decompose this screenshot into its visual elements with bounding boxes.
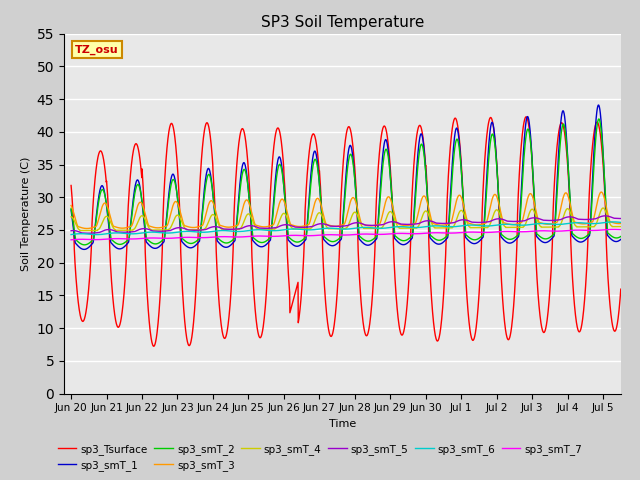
sp3_smT_3 xyxy=(100,201,108,207)
sp3_smT_6 xyxy=(93,232,100,238)
sp3_smT_7 xyxy=(412,231,419,237)
sp3_smT_3 xyxy=(83,226,91,231)
sp3_smT_2 xyxy=(100,188,108,194)
Line: sp3_Tsurface: sp3_Tsurface xyxy=(71,117,621,346)
sp3_smT_2 xyxy=(67,205,75,211)
sp3_smT_5 xyxy=(428,218,436,224)
sp3_smT_2 xyxy=(595,116,603,122)
sp3_smT_4 xyxy=(100,217,108,223)
sp3_smT_2 xyxy=(349,162,357,168)
sp3_smT_7 xyxy=(428,230,436,236)
sp3_Tsurface xyxy=(412,143,419,148)
sp3_smT_2 xyxy=(81,242,88,248)
sp3_smT_5 xyxy=(598,214,605,219)
sp3_smT_6 xyxy=(100,231,108,237)
Y-axis label: Soil Temperature (C): Soil Temperature (C) xyxy=(21,156,31,271)
sp3_smT_5 xyxy=(602,213,609,219)
sp3_smT_3 xyxy=(67,203,75,208)
sp3_smT_5 xyxy=(100,228,108,233)
sp3_smT_7 xyxy=(610,227,618,232)
X-axis label: Time: Time xyxy=(329,419,356,429)
sp3_smT_3 xyxy=(412,220,419,226)
sp3_smT_7 xyxy=(67,237,75,243)
Line: sp3_smT_3: sp3_smT_3 xyxy=(71,192,621,228)
sp3_smT_3 xyxy=(598,189,605,195)
sp3_smT_2 xyxy=(428,234,436,240)
Line: sp3_smT_6: sp3_smT_6 xyxy=(71,222,621,235)
sp3_smT_4 xyxy=(617,224,625,229)
sp3_smT_2 xyxy=(617,234,625,240)
Text: TZ_osu: TZ_osu xyxy=(75,44,119,55)
Line: sp3_smT_7: sp3_smT_7 xyxy=(71,229,621,240)
sp3_smT_5 xyxy=(617,216,625,221)
sp3_smT_6 xyxy=(412,225,419,230)
sp3_smT_4 xyxy=(349,211,357,216)
sp3_smT_6 xyxy=(598,220,605,226)
sp3_smT_5 xyxy=(412,221,419,227)
sp3_smT_5 xyxy=(532,215,540,221)
Line: sp3_smT_5: sp3_smT_5 xyxy=(71,216,621,233)
sp3_smT_7 xyxy=(100,237,108,242)
sp3_smT_1 xyxy=(532,233,540,239)
Line: sp3_smT_4: sp3_smT_4 xyxy=(71,208,621,230)
sp3_smT_6 xyxy=(609,219,617,225)
sp3_Tsurface xyxy=(598,148,606,154)
sp3_smT_4 xyxy=(76,228,84,233)
sp3_Tsurface xyxy=(533,272,541,277)
sp3_smT_1 xyxy=(349,157,357,163)
Legend: sp3_Tsurface, sp3_smT_1, sp3_smT_2, sp3_smT_3, sp3_smT_4, sp3_smT_5, sp3_smT_6, : sp3_Tsurface, sp3_smT_1, sp3_smT_2, sp3_… xyxy=(54,439,586,475)
sp3_smT_5 xyxy=(67,228,75,234)
sp3_smT_4 xyxy=(67,214,75,220)
sp3_smT_3 xyxy=(349,195,357,201)
sp3_smT_2 xyxy=(412,193,419,199)
sp3_smT_4 xyxy=(599,205,607,211)
sp3_smT_1 xyxy=(617,237,625,242)
sp3_smT_3 xyxy=(598,190,606,195)
sp3_Tsurface xyxy=(522,114,530,120)
Line: sp3_smT_1: sp3_smT_1 xyxy=(71,105,621,250)
sp3_smT_3 xyxy=(617,221,625,227)
sp3_smT_1 xyxy=(598,132,606,138)
sp3_smT_7 xyxy=(349,232,357,238)
sp3_Tsurface xyxy=(67,182,75,188)
sp3_Tsurface xyxy=(617,286,625,292)
Title: SP3 Soil Temperature: SP3 Soil Temperature xyxy=(260,15,424,30)
sp3_smT_5 xyxy=(349,220,357,226)
Line: sp3_smT_2: sp3_smT_2 xyxy=(71,119,621,245)
sp3_smT_2 xyxy=(532,229,540,235)
sp3_smT_6 xyxy=(67,232,75,238)
sp3_smT_2 xyxy=(598,138,606,144)
sp3_Tsurface xyxy=(349,146,357,152)
sp3_smT_6 xyxy=(428,223,436,229)
sp3_smT_1 xyxy=(595,102,602,108)
sp3_smT_1 xyxy=(428,238,436,243)
sp3_smT_5 xyxy=(85,230,93,236)
sp3_smT_1 xyxy=(80,247,88,252)
sp3_smT_4 xyxy=(428,222,436,228)
sp3_smT_4 xyxy=(598,206,605,212)
sp3_smT_7 xyxy=(598,227,605,233)
sp3_smT_4 xyxy=(412,225,419,231)
sp3_Tsurface xyxy=(100,156,108,161)
sp3_smT_1 xyxy=(67,207,75,213)
sp3_smT_6 xyxy=(532,221,540,227)
sp3_smT_6 xyxy=(617,219,625,225)
sp3_smT_3 xyxy=(532,211,540,216)
sp3_smT_1 xyxy=(100,185,108,191)
sp3_smT_7 xyxy=(532,228,540,234)
sp3_Tsurface xyxy=(428,306,436,312)
sp3_smT_3 xyxy=(428,220,436,226)
sp3_smT_7 xyxy=(617,227,625,232)
sp3_Tsurface xyxy=(150,343,157,349)
sp3_smT_1 xyxy=(412,185,419,191)
sp3_smT_4 xyxy=(532,215,540,221)
sp3_smT_6 xyxy=(349,226,357,231)
